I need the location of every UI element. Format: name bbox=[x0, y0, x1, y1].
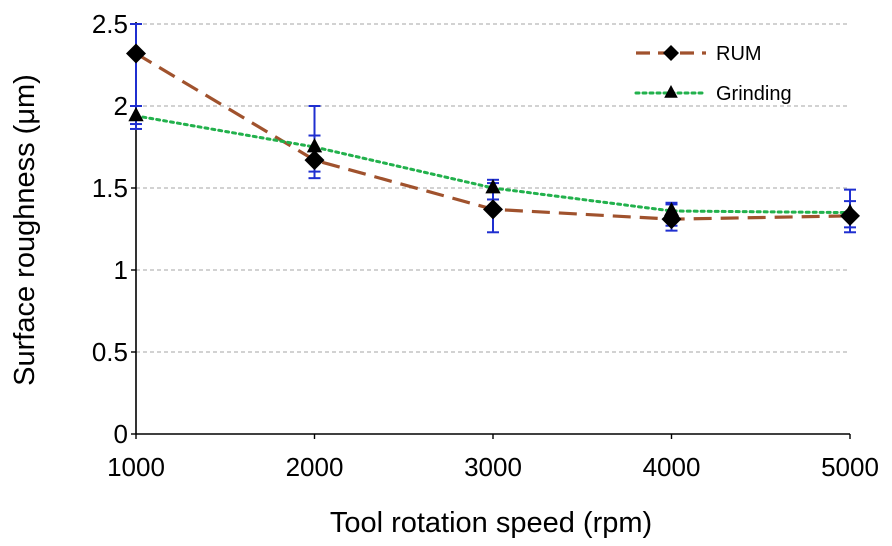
legend-entry-rum: RUM bbox=[636, 43, 762, 65]
legend-marker-rum bbox=[663, 45, 679, 61]
x-tick-label-0: 1000 bbox=[107, 452, 165, 482]
x-tick-label-1: 2000 bbox=[286, 452, 344, 482]
point-grinding-2 bbox=[485, 179, 501, 194]
legend-marker-grinding bbox=[664, 85, 678, 98]
y-tick-label-2: 1 bbox=[114, 255, 128, 285]
legend-entry-grinding: Grinding bbox=[634, 83, 792, 105]
point-rum-1 bbox=[304, 150, 325, 171]
point-grinding-4 bbox=[842, 203, 858, 218]
y-tick-label-5: 2.5 bbox=[92, 9, 128, 39]
point-rum-0 bbox=[126, 43, 146, 64]
tick-labels: 0 0.5 1 1.5 2 2.5 1000 2000 3000 4000 5000 bbox=[92, 9, 879, 482]
y-axis-title: Surface roughness (μm) bbox=[9, 74, 41, 386]
point-grinding-3 bbox=[663, 201, 680, 217]
data-markers bbox=[126, 43, 860, 230]
legend-label-rum: RUM bbox=[716, 43, 762, 65]
point-rum-2 bbox=[483, 199, 503, 220]
point-grinding-1 bbox=[306, 138, 323, 153]
legend-label-grinding: Grinding bbox=[716, 83, 792, 105]
legend: RUM Grinding bbox=[634, 43, 792, 105]
point-grinding-0 bbox=[128, 106, 144, 122]
x-tick-label-2: 3000 bbox=[464, 452, 522, 482]
y-tick-label-3: 1.5 bbox=[92, 173, 128, 203]
x-axis-title: Tool rotation speed (rpm) bbox=[330, 507, 652, 539]
x-tick-label-3: 4000 bbox=[643, 452, 701, 482]
x-tick-label-4: 5000 bbox=[821, 452, 879, 482]
y-tick-label-0: 0 bbox=[114, 419, 128, 449]
y-tick-label-1: 0.5 bbox=[92, 337, 128, 367]
y-tick-label-4: 2 bbox=[114, 91, 128, 121]
